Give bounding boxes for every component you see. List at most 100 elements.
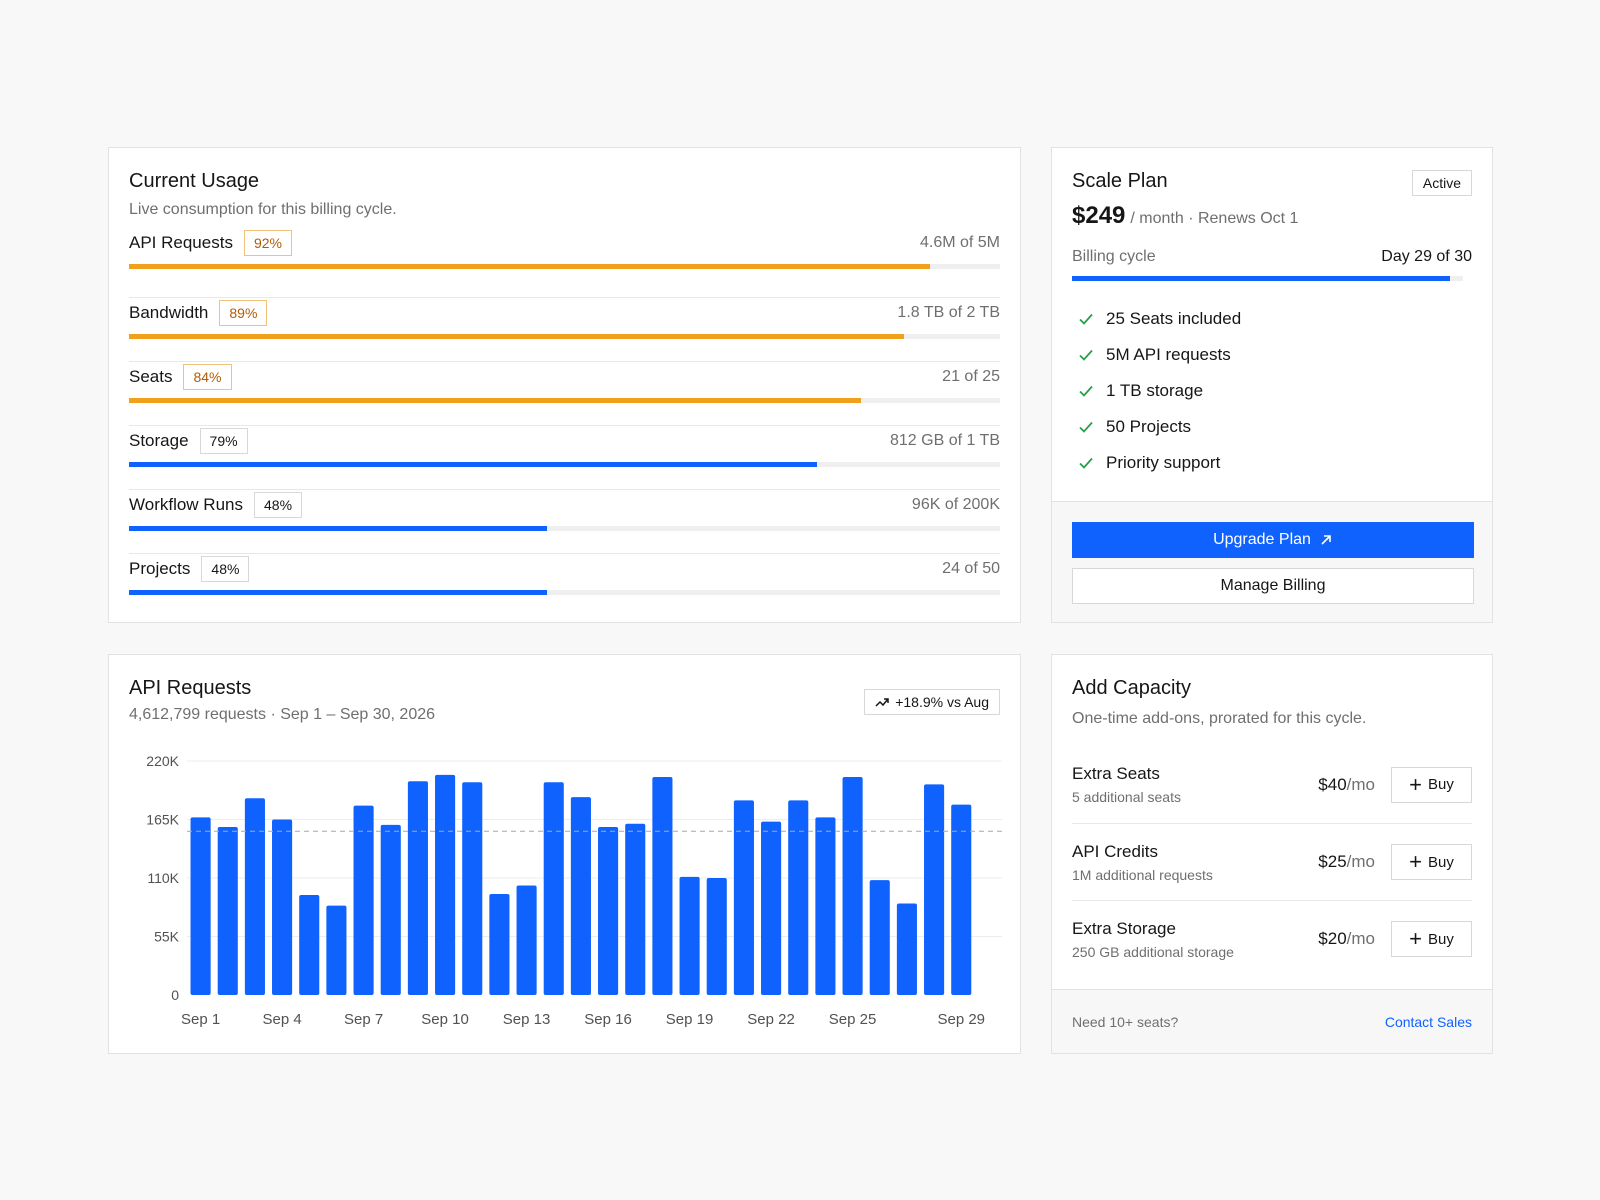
bar [272,819,293,995]
contact-sales-link[interactable]: Contact Sales [1384,1013,1472,1030]
plan-feature: Priority support [1072,445,1472,481]
bar [842,776,863,995]
usage-percent-badge: 48% [201,556,250,582]
usage-value: 4.6M of 5M [919,234,1000,251]
bar [407,781,428,995]
upgrade-plan-button[interactable]: Upgrade Plan [1072,522,1474,558]
usage-percent-badge: 92% [243,230,292,256]
x-tick-label: Sep 10 [421,1011,469,1028]
usage-label: API Requests [129,233,233,252]
y-tick-label: 220K [146,753,179,769]
y-tick-label: 55K [154,929,180,945]
usage-row-seats: Seats 84% 21 of 25 [129,361,1000,425]
plan-name: Scale Plan [1072,170,1168,192]
bar [625,823,646,995]
usage-progress-fill [129,264,931,269]
usage-row-api-requests: API Requests 92% 4.6M of 5M [129,230,1000,297]
addon-price-amount: $20 [1318,929,1347,948]
x-tick-label: Sep 16 [584,1011,632,1028]
usage-row-bandwidth: Bandwidth 89% 1.8 TB of 2 TB [129,297,1000,361]
usage-percent-badge: 48% [254,492,303,518]
plan-price: $249 [1072,202,1126,229]
usage-progress-track [129,264,1000,269]
plan-feature-label: Priority support [1106,453,1221,472]
manage-billing-button[interactable]: Manage Billing [1072,568,1474,604]
chart-title: API Requests [129,677,252,699]
usage-value: 812 GB of 1 TB [890,432,1000,449]
usage-subtitle: Live consumption for this billing cycle. [129,201,397,218]
usage-progress-track [129,334,1000,339]
plan-price-meta: / month · Renews Oct 1 [1130,210,1299,227]
usage-progress-fill [129,398,861,403]
bar [489,893,510,995]
capacity-footer: Need 10+ seats? Contact Sales [1052,989,1492,1053]
upgrade-plan-label: Upgrade Plan [1213,531,1311,548]
plan-feature: 5M API requests [1072,337,1472,373]
plan-feature-label: 1 TB storage [1106,381,1204,400]
x-tick-label: Sep 7 [344,1011,383,1028]
usage-label: Seats [129,367,173,386]
bar [788,800,809,995]
bar [598,826,619,995]
bar [761,821,782,995]
buy-extra-seats-button[interactable]: + Buy [1391,766,1472,803]
y-tick-label: 0 [171,987,179,1003]
usage-row-storage: Storage 79% 812 GB of 1 TB [129,425,1000,489]
usage-value: 1.8 TB of 2 TB [897,304,1000,321]
bar [570,797,591,995]
x-tick-label: Sep 1 [181,1011,220,1028]
bar [190,817,211,995]
plan-feature-label: 50 Projects [1106,417,1192,436]
check-icon [1079,313,1093,325]
chart-subtitle: 4,612,799 requests · Sep 1 – Sep 30, 202… [129,706,436,723]
add-capacity-card: Add Capacity One-time add-ons, prorated … [1051,654,1493,1054]
plan-price-line: $249 / month · Renews Oct 1 [1072,202,1472,230]
plus-icon: + [1409,771,1422,797]
billing-cycle-track [1072,276,1463,281]
usage-label: Workflow Runs [129,495,243,514]
addon-price: $25/mo [1318,852,1375,872]
usage-value: 24 of 50 [942,560,1000,577]
usage-label: Storage [129,431,189,450]
addon-api-credits: API Credits 1M additional requests $25/m… [1072,823,1472,900]
addon-extra-seats: Extra Seats 5 additional seats $40/mo + B… [1072,746,1472,823]
plan-feature: 25 Seats included [1072,301,1472,337]
buy-label: Buy [1428,776,1454,793]
addon-name: API Credits [1072,841,1158,861]
capacity-subtitle: One-time add-ons, prorated for this cycl… [1072,710,1367,727]
buy-extra-storage-button[interactable]: + Buy [1391,921,1472,957]
api-requests-chart-card: API Requests 4,612,799 requests · Sep 1 … [108,654,1021,1054]
current-usage-card: Current Usage Live consumption for this … [108,147,1021,623]
check-icon [1079,421,1093,433]
usage-progress-fill [129,590,548,595]
usage-progress-fill [129,334,905,339]
billing-cycle-value: Day 29 of 30 [1381,248,1472,265]
usage-percent-badge: 84% [183,364,232,390]
usage-progress-track [129,590,1000,595]
buy-api-credits-button[interactable]: + Buy [1391,844,1472,880]
usage-progress-track [129,462,1000,467]
plan-feature: 50 Projects [1072,409,1472,445]
x-tick-label: Sep 29 [937,1011,985,1028]
plan-actions: Upgrade Plan Manage Billing [1052,501,1492,622]
plan-status-badge: Active [1411,170,1472,196]
x-tick-label: Sep 22 [747,1011,795,1028]
usage-progress-fill [129,526,548,531]
addon-list: Extra Seats 5 additional seats $40/mo + B… [1072,746,1472,977]
bar [380,824,401,995]
addon-price-period: /mo [1346,852,1375,871]
usage-value: 96K of 200K [911,496,1000,513]
addon-description: 5 additional seats [1072,789,1181,805]
x-tick-label: Sep 19 [666,1011,714,1028]
check-icon [1079,385,1093,397]
check-icon [1079,349,1093,361]
bar [652,776,673,995]
billing-cycle-row: Billing cycle Day 29 of 30 [1072,248,1472,266]
addon-description: 1M additional requests [1072,866,1213,883]
bar [217,826,238,995]
plus-icon: + [1409,926,1422,951]
bar [924,784,945,995]
plan-feature: 1 TB storage [1072,373,1472,409]
addon-extra-storage: Extra Storage 250 GB additional storage … [1072,900,1472,977]
addon-name: Extra Storage [1072,918,1176,938]
